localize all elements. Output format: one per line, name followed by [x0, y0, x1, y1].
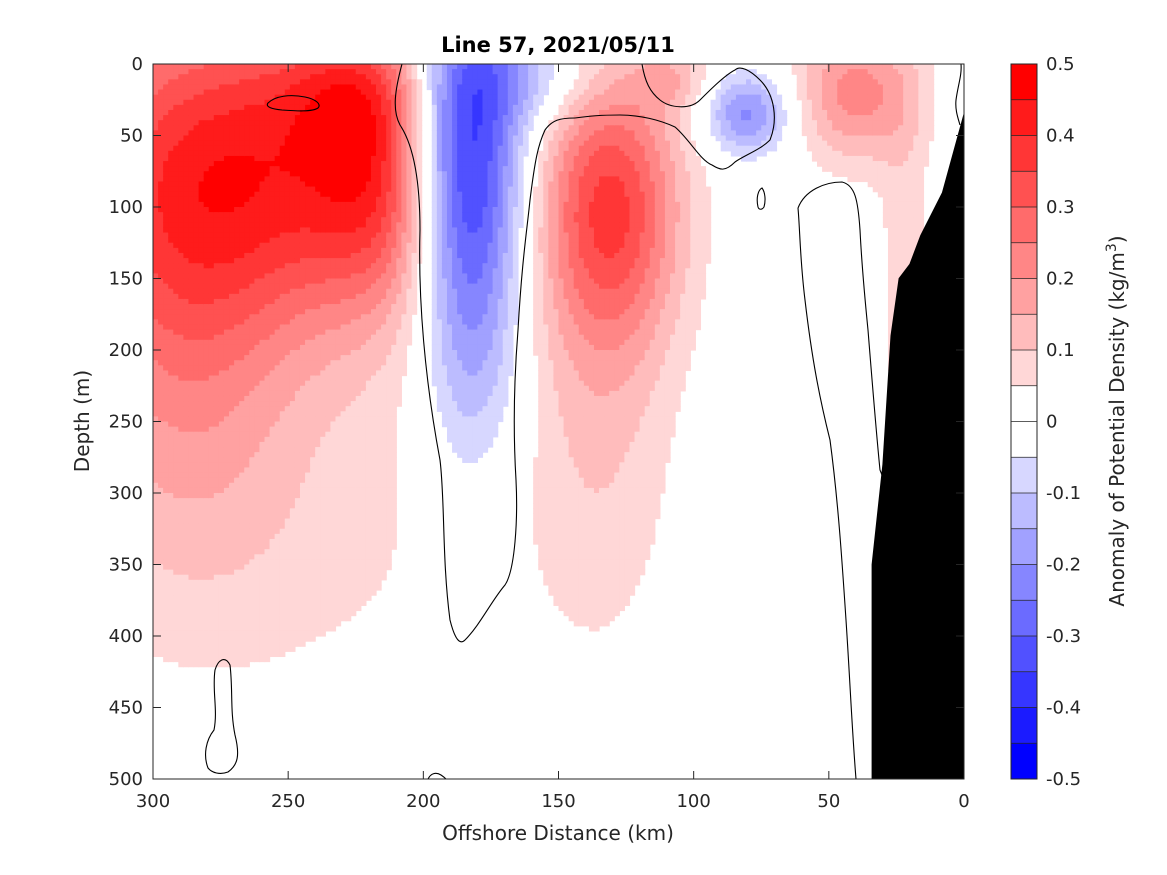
colorbar-segment — [1011, 207, 1037, 243]
y-tick-label: 450 — [109, 698, 143, 719]
colorbar-tick-label: -0.4 — [1046, 698, 1081, 719]
x-tick-label: 200 — [406, 791, 440, 812]
colorbar-segment — [1011, 564, 1037, 601]
y-tick-label: 350 — [109, 555, 143, 576]
y-tick-label: 500 — [109, 769, 143, 790]
zero-contour-deep-west — [205, 659, 239, 774]
colorbar-segment — [1011, 457, 1037, 493]
colorbar-segment — [1011, 671, 1037, 708]
colorbar-tick-label: -0.2 — [1046, 555, 1081, 576]
colorbar-segment — [1011, 743, 1037, 779]
anomaly-field — [153, 64, 935, 668]
x-tick-label: 300 — [136, 791, 170, 812]
x-tick-label: 250 — [271, 791, 305, 812]
colorbar-segment — [1011, 636, 1037, 672]
colorbar-segment — [1011, 421, 1037, 458]
colorbar-tick-label: 0.2 — [1046, 269, 1075, 290]
y-tick-label: 50 — [120, 126, 143, 147]
zero-contour-tiny — [756, 187, 766, 210]
colorbar-segment — [1011, 385, 1037, 422]
x-axis-label: Offshore Distance (km) — [442, 821, 674, 845]
colorbar-segment — [1011, 99, 1037, 136]
y-tick-label: 150 — [109, 269, 143, 290]
zero-contour-blue-west — [394, 64, 576, 643]
zero-contour-shore — [955, 64, 962, 126]
colorbar-segment — [1011, 242, 1037, 279]
y-tick-label: 250 — [109, 412, 143, 433]
colorbar-segment — [1011, 350, 1037, 386]
colorbar-tick-label: 0.5 — [1046, 54, 1075, 75]
zero-contour-nearshore — [797, 207, 857, 779]
colorbar-segment — [1011, 135, 1037, 172]
colorbar-segment — [1011, 707, 1037, 744]
y-tick-label: 100 — [109, 197, 143, 218]
colorbar-tick-label: -0.5 — [1046, 769, 1081, 790]
y-tick-label: 300 — [109, 483, 143, 504]
x-tick-label: 150 — [541, 791, 575, 812]
chart-title: Line 57, 2021/05/11 — [441, 33, 675, 57]
colorbar-tick-label: -0.3 — [1046, 626, 1081, 647]
plot-area — [153, 64, 964, 779]
zero-contour-small-west — [266, 95, 320, 112]
colorbar-segment — [1011, 278, 1037, 315]
y-tick-label: 0 — [132, 54, 143, 75]
x-axis: 300 250 200 150 100 50 0 — [136, 64, 970, 812]
colorbar-ticks: 0.5 0.4 0.3 0.2 0.1 0 -0.1 -0.2 -0.3 -0.4 -0.5 — [1046, 54, 1081, 790]
colorbar-segment — [1011, 171, 1037, 207]
colorbar-tick-label: 0.1 — [1046, 340, 1075, 361]
x-tick-label: 0 — [958, 791, 969, 812]
colorbar-segment — [1011, 528, 1037, 565]
colorbar-segment — [1011, 64, 1037, 100]
colorbar-label: Anomaly of Potential Density (kg/m3) — [1104, 235, 1129, 606]
y-tick-label: 400 — [109, 626, 143, 647]
x-tick-label: 50 — [817, 791, 840, 812]
colorbar-tick-label: 0.4 — [1046, 126, 1075, 147]
colorbar-segment — [1011, 314, 1037, 350]
zero-contour-nearshore-return — [797, 181, 887, 486]
x-tick-label: 100 — [676, 791, 710, 812]
colorbar-tick-label: -0.1 — [1046, 483, 1081, 504]
bathymetry-land — [871, 113, 964, 779]
y-tick-label: 200 — [109, 340, 143, 361]
colorbar-frame — [1010, 63, 1038, 780]
colorbar-tick-label: 0.3 — [1046, 197, 1075, 218]
y-axis: 0 50 100 150 200 250 300 350 400 450 500 — [109, 54, 964, 790]
y-axis-label: Depth (m) — [70, 370, 94, 472]
colorbar-tick-label: 0 — [1046, 412, 1057, 433]
zero-contours — [205, 64, 962, 779]
colorbar — [1011, 64, 1037, 779]
colorbar-segment — [1011, 600, 1037, 636]
zero-contour-eddy-top — [574, 64, 775, 170]
colorbar-segment — [1011, 493, 1037, 529]
